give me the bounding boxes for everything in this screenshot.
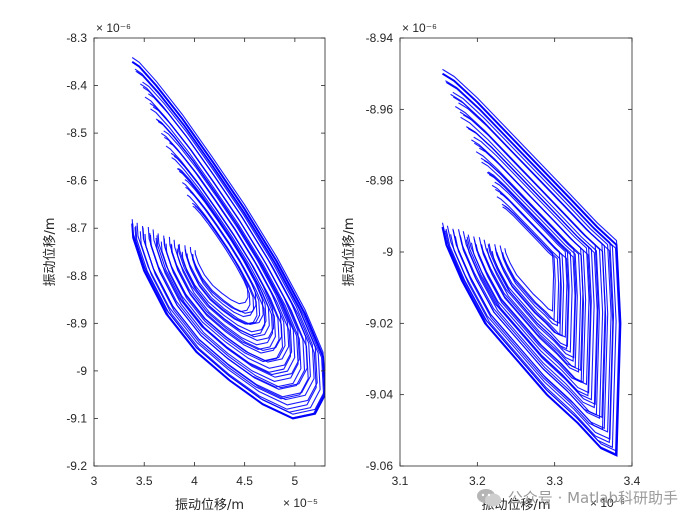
series-line <box>168 142 283 351</box>
y-tick-label: -8.96 <box>366 102 394 116</box>
series-line <box>189 191 257 314</box>
series-line <box>147 93 308 389</box>
y-tick-label: -8.9 <box>66 316 87 330</box>
y-tick-label: -8.5 <box>66 126 87 140</box>
y-tick-label: -9.2 <box>66 459 87 473</box>
series-line <box>177 167 270 338</box>
x-tick-label: 5 <box>292 474 299 488</box>
x-tick-label: 3 <box>91 474 98 488</box>
x-exponent-label: × 10⁻⁵ <box>283 496 318 510</box>
y-tick-label: -8.94 <box>366 31 394 45</box>
series-line <box>149 108 302 388</box>
series-line <box>131 57 325 415</box>
y-tick-label: -8.98 <box>366 174 394 188</box>
series-group <box>441 68 622 457</box>
chart-panel-right: 3.1 3.2 3.3 3.4 -9.06 -9.04 -9.02 -9 -8.98 -8.96 -… <box>342 21 641 513</box>
series-line <box>483 160 577 359</box>
axes-box <box>93 37 326 467</box>
y-axis-label: 振动位移/m <box>43 217 58 286</box>
series-line <box>496 196 562 336</box>
x-tick-label: 3.4 <box>624 474 641 488</box>
y-tick-label: -8.3 <box>66 31 87 45</box>
y-exponent-label: × 10⁻⁶ <box>402 21 437 35</box>
series-line <box>460 116 600 416</box>
series-line <box>173 155 275 341</box>
x-tick-label: 3.3 <box>546 474 563 488</box>
series-line <box>192 205 251 313</box>
x-exponent-label: × 10⁻⁶ <box>590 496 625 510</box>
watermark-text: 公众号 · Matlab科研助手 <box>507 489 678 507</box>
series-line <box>475 151 585 384</box>
series-line <box>152 106 300 378</box>
series-line <box>445 81 617 449</box>
y-tick-label: -9 <box>76 364 87 378</box>
series-line <box>452 96 609 430</box>
y-tick-label: -9.1 <box>66 411 87 425</box>
series-line <box>194 205 249 305</box>
wechat-icon <box>476 488 501 506</box>
series-line-main <box>131 60 325 420</box>
series-line-main <box>441 72 622 457</box>
y-tick-label: -8.8 <box>66 269 87 283</box>
series-line <box>473 136 590 386</box>
y-axis-label: 振动位移/m <box>342 217 357 286</box>
y-tick-label: -9 <box>382 245 393 259</box>
series-line <box>465 126 598 409</box>
x-tick-label: 4 <box>191 474 198 488</box>
series-group <box>131 57 325 420</box>
series-line <box>136 71 318 406</box>
series-line <box>481 161 578 369</box>
series-line <box>494 181 568 338</box>
y-tick-label: -9.02 <box>366 316 394 330</box>
x-tick-label: 3.1 <box>392 474 409 488</box>
series-line <box>462 114 599 406</box>
x-tick-label: 3.2 <box>469 474 486 488</box>
x-tick-label: 3.5 <box>136 474 153 488</box>
y-tick-label: -8.7 <box>66 221 87 235</box>
series-line <box>478 147 584 372</box>
chart-panel-left: 3 3.5 4 4.5 5 -9.2 -9.1 -9 -8.9 -8.8 -8.7 -8.6 -8.5 -… <box>43 21 326 513</box>
y-tick-label: -8.4 <box>66 79 87 93</box>
x-axis-label: 振动位移/m <box>175 498 244 513</box>
y-tick-label: -9.06 <box>366 459 394 473</box>
series-line <box>157 121 293 369</box>
series-line <box>184 179 264 325</box>
series-line <box>504 205 555 312</box>
series-line <box>467 128 592 394</box>
series-line <box>487 171 573 353</box>
series-line <box>171 157 276 350</box>
series-line <box>499 192 562 324</box>
series-line <box>186 194 258 325</box>
y-tick-label: -9.04 <box>366 388 394 402</box>
series-line <box>135 70 321 413</box>
series-line <box>457 102 606 419</box>
series-line <box>502 206 556 321</box>
x-tick-label: 4.5 <box>236 474 253 488</box>
y-exponent-label: × 10⁻⁶ <box>96 21 131 35</box>
series-line <box>149 102 306 390</box>
watermark: 公众号 · Matlab科研助手 <box>476 487 678 508</box>
y-tick-label: -8.6 <box>66 174 87 188</box>
series-line <box>488 174 570 348</box>
